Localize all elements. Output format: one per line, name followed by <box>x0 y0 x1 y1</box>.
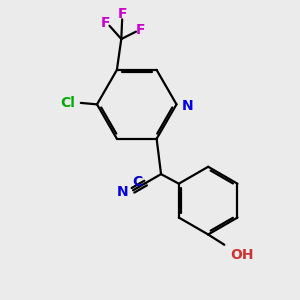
Text: OH: OH <box>230 248 254 262</box>
Text: N: N <box>117 185 129 199</box>
Text: F: F <box>118 7 128 21</box>
Text: F: F <box>136 23 145 37</box>
Text: N: N <box>182 99 194 113</box>
Text: Cl: Cl <box>60 96 75 110</box>
Text: C: C <box>132 175 143 189</box>
Text: F: F <box>100 16 110 30</box>
